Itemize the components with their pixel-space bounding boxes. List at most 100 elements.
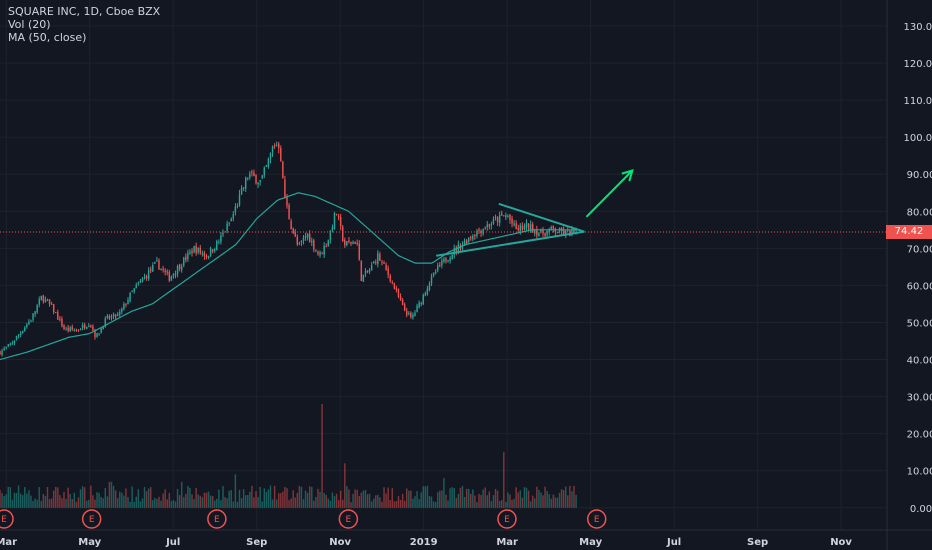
candle-body [366,270,369,272]
candle-body [362,274,365,282]
volume-bar [513,498,515,508]
y-tick-label: 90.00 [907,170,932,181]
volume-bar [507,492,509,508]
volume-bar [85,500,88,508]
volume-bar [42,494,45,508]
volume-bar [319,491,321,508]
candle-body [496,217,499,223]
volume-bar [257,497,259,508]
legend-volume[interactable]: Vol (20) [8,18,51,31]
candle-body [379,254,381,261]
volume-bar [156,498,158,508]
earnings-marker-label: E [214,515,220,525]
volume-bar [377,494,379,508]
volume-bar [207,491,210,508]
candle-body [358,243,360,260]
volume-bar [472,489,474,508]
candle-body [222,233,224,235]
volume-bar [412,498,414,508]
volume-bar [125,488,127,508]
candle-body [313,240,315,250]
candle-body [67,327,69,331]
volume-bar [21,495,24,508]
volume-bar [230,489,232,508]
candle-body [5,346,7,348]
volume-bar [366,494,369,508]
volume-bar [436,492,439,508]
candle-body [538,233,540,237]
volume-bar [55,486,57,508]
volume-bar [560,489,563,508]
volume-bar [352,493,354,508]
candle-body [75,329,78,331]
volume-bar [11,499,14,508]
candle-body [536,229,538,236]
volume-bar [447,500,449,508]
candle-body [249,173,251,178]
volume-bar [354,489,356,508]
earnings-marker [0,509,14,529]
candle-body [548,229,550,233]
volume-bar [102,498,104,508]
volume-bar [116,498,119,508]
candle-body [529,224,532,231]
volume-bar [379,497,381,508]
earnings-marker-label: E [1,515,7,525]
candle-body [461,244,464,249]
candle-body [98,333,100,335]
candle-body [166,271,168,273]
volume-bar [191,494,193,508]
volume-bar [498,501,501,508]
volume-bar [381,501,383,508]
candle-body [189,251,191,254]
candle-body [401,299,404,306]
volume-bar [13,492,16,508]
legend-ma[interactable]: MA (50, close) [8,31,87,44]
volume-bar [244,495,247,508]
candle-body [488,224,491,227]
candle-body [216,240,218,251]
volume-bar [63,491,65,508]
candle-body [350,241,352,244]
candle-body [168,271,171,281]
y-tick-label: 130.00 [904,22,932,33]
volume-bar [408,490,410,508]
volume-bar [298,485,301,508]
volume-bar [253,497,255,508]
earnings-marker [497,509,517,529]
candle-body [453,248,455,255]
candle-body [28,321,30,325]
volume-bar [523,487,526,508]
candle-body [81,324,84,329]
volume-bar [7,486,9,508]
triangle-trendline [436,230,585,257]
volume-bar [79,489,82,508]
candle-body [387,268,389,275]
volume-bar [48,499,51,508]
candle-body [383,262,385,264]
x-tick-label: May [579,537,602,548]
candle-body [375,261,377,263]
candle-body [424,293,427,296]
candle-body [114,314,117,317]
volume-bar [34,498,36,508]
candle-body [439,264,441,267]
volume-bar [143,487,146,508]
candle-body [515,223,517,229]
candle-body [523,225,526,230]
volume-bar [211,495,214,508]
candle-body [61,318,63,327]
x-tick-label: 2019 [410,537,438,548]
volume-bar [531,495,534,508]
volume-bar [540,492,542,508]
candle-body [269,153,272,159]
volume-bar [150,487,152,508]
volume-bar [189,487,191,508]
volume-bar [484,487,486,508]
candle-body [141,279,144,282]
candle-body [83,324,86,329]
legend-symbol[interactable]: SQUARE INC, 1D, Cboe BZX [8,5,161,18]
candle-body [174,273,177,276]
